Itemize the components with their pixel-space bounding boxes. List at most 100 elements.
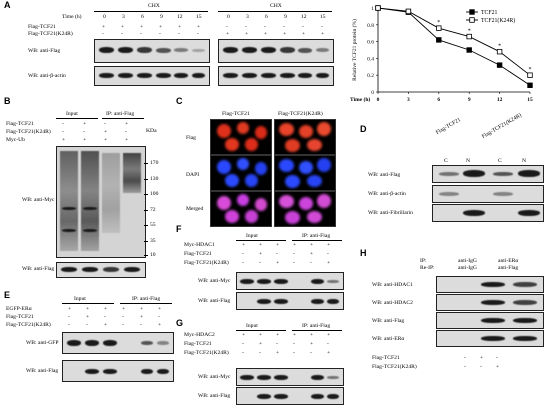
time-1-3: 9 (284, 14, 287, 20)
sign-h-0-2: - (496, 355, 498, 361)
wb-anti-flag-g: WB: anti-Flag (198, 393, 231, 399)
significance-star: * (468, 29, 471, 35)
col-c-flag-tcf21: Flag-TCF21 (222, 111, 250, 117)
row-c-merged: Merged (186, 206, 204, 212)
kda-marker-130: 130 (150, 176, 159, 182)
point-1-4 (496, 48, 503, 55)
sign-h-1-2: + (496, 364, 500, 370)
sign-e-1-0: - (68, 314, 70, 320)
panel-label-a: A (4, 0, 11, 10)
sign-f-0-3: + (293, 242, 297, 248)
sign-b-0-2: - (104, 121, 106, 127)
time-0-4: 12 (177, 14, 183, 20)
wb-anti-flag-h: WB: anti-Flag (372, 318, 405, 324)
blot-e-gfp (62, 332, 174, 354)
frac-d-n1: N (466, 158, 471, 164)
point-0-2 (436, 37, 442, 43)
row-g-myc-hdac2: Myc-HDAC2 (184, 332, 215, 338)
sign-a-tcf21-3: + (159, 24, 163, 30)
ip-label-h: IP: (420, 258, 427, 264)
panel-label-f: F (176, 224, 182, 234)
wb-anti-hdac1-h: WB: anti-HDAC1 (372, 282, 413, 288)
sign-g-0-5: + (327, 332, 331, 338)
blot-h-flag (436, 312, 544, 329)
sign-a-tcf21-2: + (140, 24, 144, 30)
col-c-flag-tcf21-k24r: Flag-TCF21(K24R) (278, 111, 323, 117)
bracket-e-ip (120, 303, 172, 304)
sign-g-0-2: + (276, 332, 280, 338)
sign-f-0-0: + (242, 242, 246, 248)
kda-marker-55: 55 (150, 222, 156, 228)
row-h-flag-tcf21: Flag-TCF21 (372, 355, 400, 361)
panel-label-e: E (4, 290, 11, 300)
sign-b-2-1: + (83, 137, 87, 143)
sign-g-1-2: - (276, 341, 278, 347)
row-f-flag-tcf21-k24r: Flag-TCF21(K24R) (184, 260, 229, 266)
sign-f-0-5: + (327, 242, 331, 248)
time-0-0: 0 (103, 14, 106, 20)
row-flag-tcf21: Flag-TCF21 (28, 24, 56, 30)
sign-g-1-4: + (310, 341, 314, 347)
wb-anti-era-h: WB: anti-ERα (372, 336, 405, 342)
sign-e-1-3: - (122, 314, 124, 320)
sign-f-2-4: - (310, 260, 312, 266)
frac-d-c1: C (444, 158, 448, 164)
ip-label-g: IP: anti-Flag (302, 323, 331, 329)
sign-g-1-3: - (293, 341, 295, 347)
input-label-e: Input (74, 296, 86, 302)
sign-g-2-4: - (310, 350, 312, 356)
point-0-4 (496, 62, 503, 68)
sign-e-1-1: + (86, 314, 90, 320)
x-axis-label: Time (h) (350, 96, 370, 103)
row-h-flag-tcf21-k24r: Flag-TCF21(K24R) (372, 364, 417, 370)
kda-marker-10: 10 (150, 252, 156, 258)
sign-b-0-0: - (62, 121, 64, 127)
row-f-flag-tcf21: Flag-TCF21 (184, 251, 212, 257)
sign-b-1-2: + (104, 129, 108, 135)
wb-anti-flag-a: WB: anti-Flag (28, 48, 61, 54)
sign-f-0-1: + (259, 242, 263, 248)
degradation-chart: 0 0.2 0.4 0.6 0.8 1 0 3 6 9 12 15 Time (h) Relative T… (350, 5, 533, 103)
significance-star: * (498, 44, 501, 50)
row-e-flag-tcf21-k24r: Flag-TCF21(K24R) (6, 322, 51, 328)
sign-f-1-2: - (276, 251, 278, 257)
col-d-flag-tcf21: Flag-TCF21 (435, 116, 462, 136)
time-1-4: 12 (301, 14, 307, 20)
x-tick-label: 12 (497, 97, 503, 103)
chx-bracket-1 (94, 11, 208, 12)
wb-anti-myc-g: WB: anti-Myc (198, 374, 231, 380)
panel-label-g: G (176, 318, 184, 328)
y-axis-label: Relative TCF21 protein (%) (351, 19, 358, 81)
blot-f-myc (236, 272, 344, 290)
sign-h-1-1: - (480, 364, 482, 370)
sign-f-1-1: + (259, 251, 263, 257)
kda-tick (144, 225, 148, 226)
time-1-0: 0 (227, 14, 230, 20)
sign-a-tcf21-k-2: - (264, 24, 266, 30)
kda-tick (144, 255, 148, 256)
sign-g-2-3: - (293, 350, 295, 356)
sign-a-k24r-k-0: + (226, 31, 230, 37)
sign-e-2-5: + (158, 322, 162, 328)
sign-g-1-0: - (242, 341, 244, 347)
x-tick-label: 15 (527, 97, 533, 103)
bracket-f-input (236, 240, 286, 241)
sign-e-0-4: + (140, 306, 144, 312)
sign-f-0-4: + (310, 242, 314, 248)
y-tick-label: 0.8 (367, 23, 374, 29)
time-1-1: 3 (246, 14, 249, 20)
time-label: Time (h) (62, 14, 82, 20)
reip-val-igg: anti-IgG (458, 265, 477, 271)
panel-label-h: H (360, 248, 367, 258)
sign-b-0-1: + (83, 121, 87, 127)
point-0-3 (466, 47, 472, 53)
sign-g-2-1: - (259, 350, 261, 356)
time-0-5: 15 (196, 14, 202, 20)
sign-f-1-3: - (293, 251, 295, 257)
y-tick-label: 0.6 (367, 40, 374, 46)
sign-a-k24r-4: - (178, 31, 180, 37)
sign-a-tcf21-k-1: - (245, 24, 247, 30)
panel-label-d: D (360, 124, 367, 134)
sign-e-2-3: - (122, 322, 124, 328)
